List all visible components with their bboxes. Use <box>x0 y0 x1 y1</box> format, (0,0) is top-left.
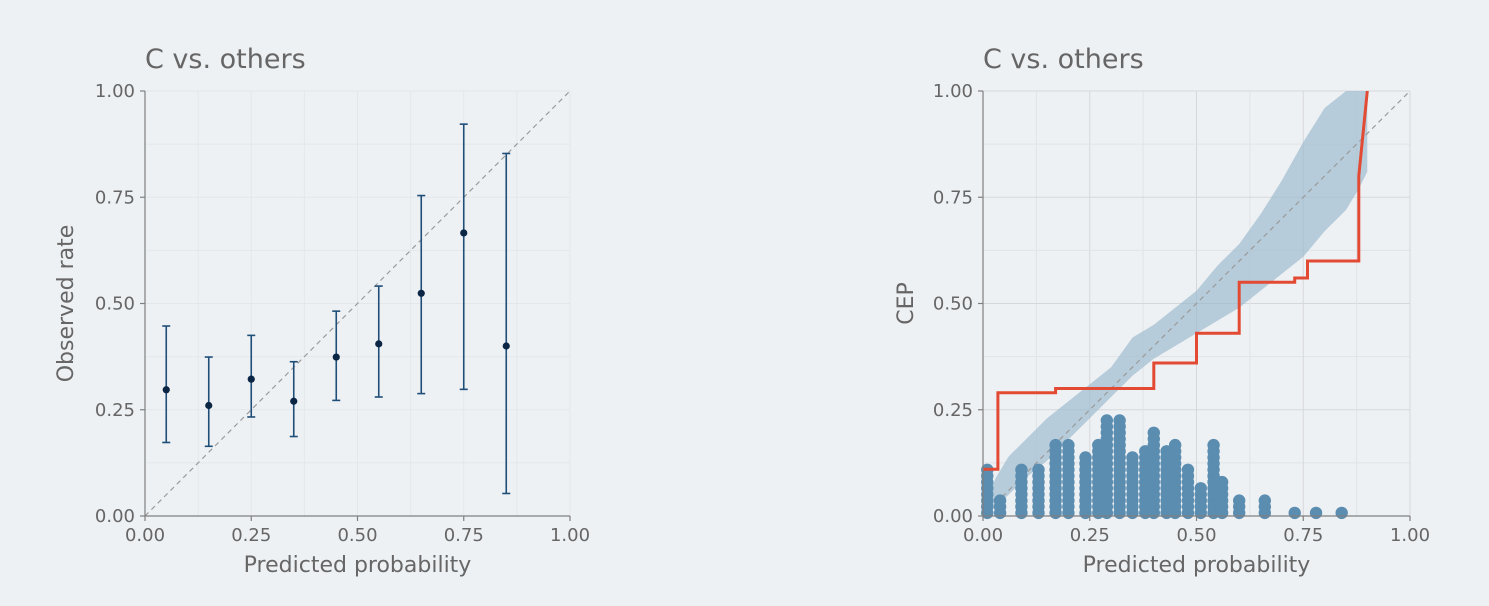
x-tick-label: 1.00 <box>550 525 590 546</box>
x-tick-label: 0.25 <box>1070 525 1110 546</box>
x-tick-label: 0.50 <box>337 525 377 546</box>
observed-rate-point <box>332 353 340 361</box>
cep-chart: 0.00 0.25 0.50 0.75 1.00 0.00 0.25 0.50 0.75 1.0… <box>894 44 1430 578</box>
histogram-dot <box>1207 438 1220 452</box>
calibration-chart: 0.00 0.25 0.50 0.75 1.00 0.00 0.25 0.50 0.75 1.0… <box>54 44 590 578</box>
left-errorbar-marks <box>162 123 511 495</box>
histogram-dot <box>1233 494 1246 507</box>
right-x-ticks: 0.00 0.25 0.50 0.75 1.00 <box>963 516 1430 546</box>
histogram-dot <box>993 494 1007 507</box>
left-y-axis-label: Observed rate <box>54 225 79 383</box>
observed-rate-point <box>375 340 383 348</box>
y-tick-label: 0.00 <box>95 506 135 527</box>
x-tick-label: 0.50 <box>1176 525 1216 546</box>
left-diagonal-reference-line <box>144 90 571 517</box>
histogram-dot <box>1032 463 1045 476</box>
observed-rate-point <box>460 229 468 237</box>
histogram-dot <box>1181 463 1195 476</box>
y-tick-label: 0.50 <box>95 294 135 315</box>
y-tick-label: 0.75 <box>933 187 973 208</box>
histogram-dot <box>1049 438 1062 452</box>
cep-confidence-band <box>983 91 1368 516</box>
x-tick-label: 0.75 <box>444 525 484 546</box>
cep-step-line <box>983 90 1369 471</box>
y-tick-label: 0.00 <box>933 506 973 527</box>
observed-rate-point <box>290 397 298 405</box>
histogram-dot <box>1079 451 1092 464</box>
y-tick-label: 0.25 <box>95 400 135 421</box>
observed-rate-point <box>247 375 255 383</box>
histogram-dot <box>1335 506 1348 520</box>
y-tick-label: 0.50 <box>933 294 973 315</box>
histogram-dot <box>1100 414 1114 427</box>
y-tick-label: 1.00 <box>933 81 973 102</box>
histogram-dot <box>1160 445 1173 458</box>
histogram-dot <box>1113 414 1126 427</box>
histogram-dot <box>1147 426 1161 440</box>
left-chart-title: C vs. others <box>145 44 306 75</box>
right-x-axis-label: Predicted probability <box>1083 553 1311 578</box>
x-tick-label: 0.00 <box>963 525 1003 546</box>
y-tick-label: 1.00 <box>95 81 135 102</box>
histogram-dot <box>1015 463 1028 476</box>
observed-rate-point <box>205 401 213 410</box>
x-tick-label: 1.00 <box>1390 525 1430 546</box>
observed-rate-point <box>162 386 170 394</box>
histogram-dot <box>1092 438 1105 452</box>
histogram-dot <box>1309 506 1323 520</box>
x-tick-label: 0.25 <box>231 525 271 546</box>
histogram-dot <box>1258 494 1272 507</box>
observed-rate-point <box>502 342 510 350</box>
left-x-ticks: 0.00 0.25 0.50 0.75 1.00 <box>125 516 590 546</box>
y-tick-label: 0.75 <box>95 187 135 208</box>
histogram-dot <box>1139 445 1152 458</box>
histogram-dot <box>1062 438 1075 452</box>
observed-rate-point <box>417 289 425 297</box>
y-tick-label: 0.25 <box>933 400 973 421</box>
x-tick-label: 0.75 <box>1283 525 1323 546</box>
histogram-dot <box>1168 438 1182 452</box>
histogram-dot <box>1288 506 1301 520</box>
histogram-dot <box>1215 475 1229 489</box>
histogram-dot <box>1126 451 1139 464</box>
right-chart-title: C vs. others <box>983 44 1144 75</box>
right-y-axis-label: CEP <box>894 282 919 325</box>
left-grid <box>145 90 571 516</box>
right-y-ticks: 0.00 0.25 0.50 0.75 1.00 <box>933 81 983 527</box>
left-x-axis-label: Predicted probability <box>244 553 472 578</box>
left-y-ticks: 0.00 0.25 0.50 0.75 1.00 <box>95 81 145 527</box>
histogram-dot <box>1194 482 1207 495</box>
x-tick-label: 0.00 <box>125 525 165 546</box>
